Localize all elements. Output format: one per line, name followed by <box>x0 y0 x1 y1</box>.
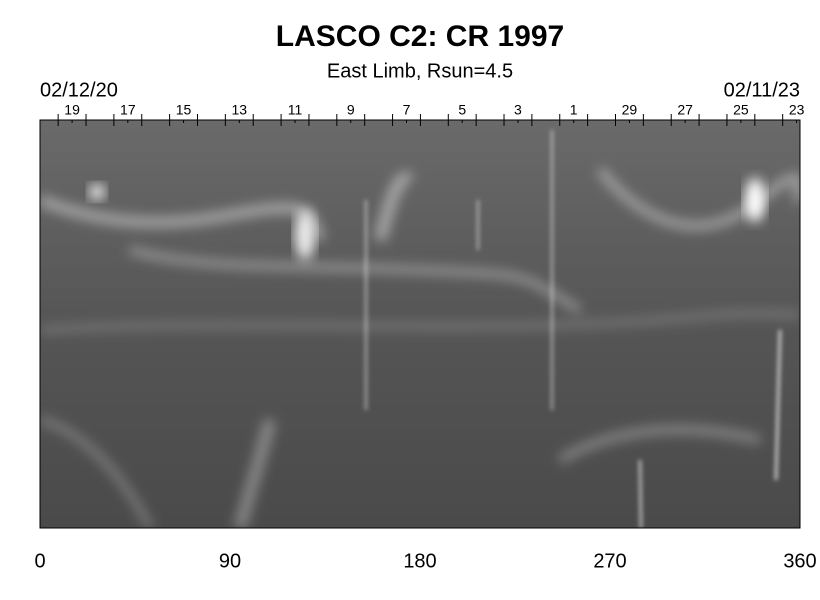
x-tick-label: 360 <box>783 550 816 572</box>
top-tick-label: 7 <box>403 102 411 118</box>
x-tick-label: 270 <box>593 550 626 572</box>
chart-title: LASCO C2: CR 1997 <box>276 20 564 53</box>
chart-subtitle: East Limb, Rsun=4.5 <box>327 60 513 82</box>
top-tick-label: 25 <box>733 102 749 118</box>
top-tick-label: 19 <box>64 102 80 118</box>
x-tick-label: 90 <box>219 550 241 572</box>
top-tick-label: 5 <box>458 102 466 118</box>
end-date: 02/11/23 <box>724 79 800 101</box>
top-tick-label: 23 <box>789 102 805 118</box>
x-tick-label: 180 <box>403 550 436 572</box>
start-date: 02/12/20 <box>40 79 118 101</box>
map-image <box>40 120 800 528</box>
top-tick-label: 27 <box>677 102 693 118</box>
top-tick-label: 13 <box>231 102 247 118</box>
top-tick-label: 3 <box>514 102 522 118</box>
top-tick-label: 9 <box>347 102 355 118</box>
top-tick-label: 1 <box>570 102 578 118</box>
top-tick-label: 17 <box>120 102 136 118</box>
top-tick-label: 29 <box>622 102 638 118</box>
top-tick-label: 11 <box>288 102 303 118</box>
top-tick-label: 15 <box>176 102 192 118</box>
x-tick-label: 0 <box>34 550 45 572</box>
